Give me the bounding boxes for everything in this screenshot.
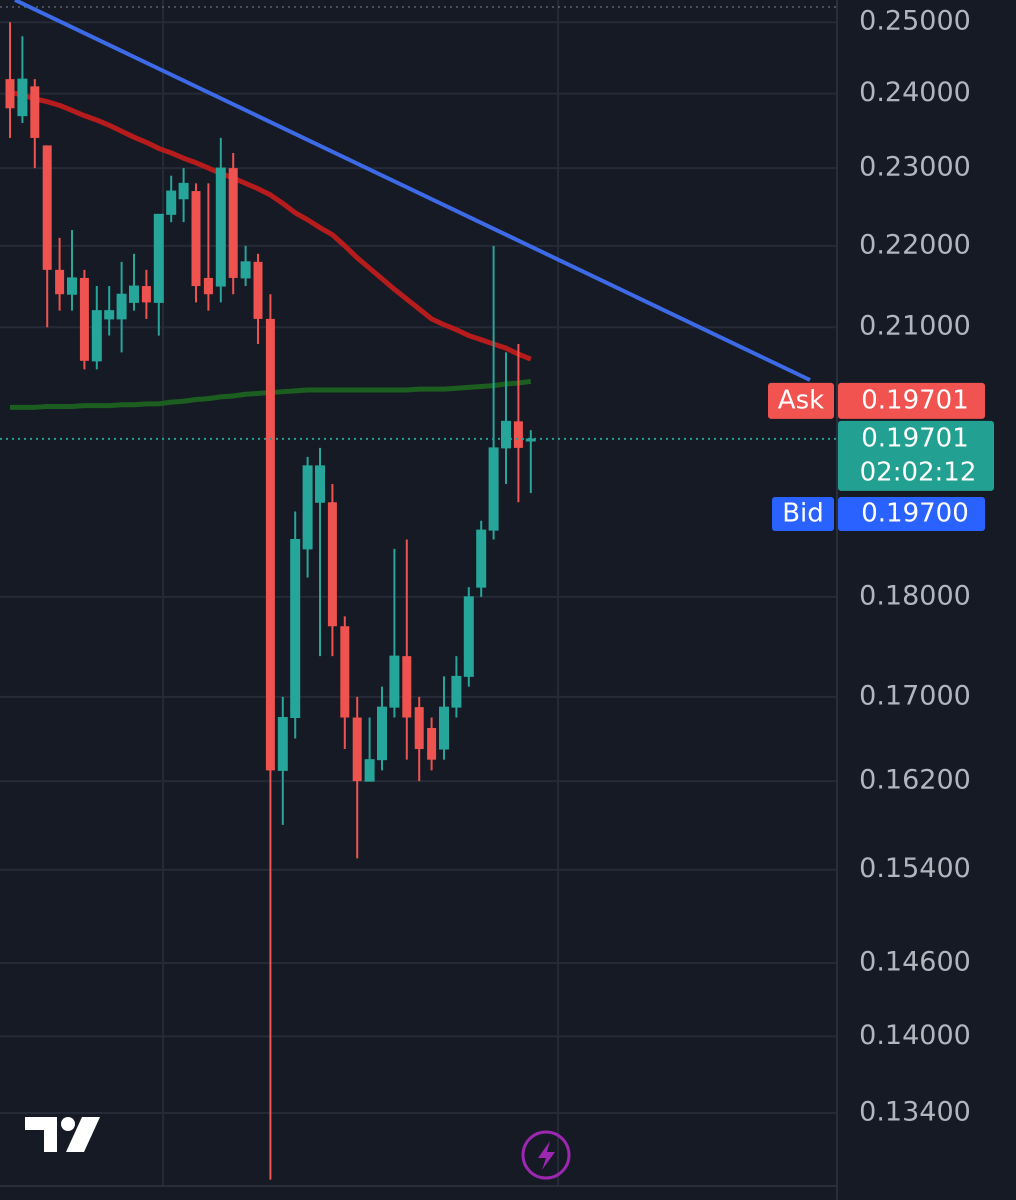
candle-body bbox=[240, 261, 251, 279]
candle-body bbox=[30, 86, 40, 138]
y-tick-label: 0.14000 bbox=[859, 1020, 971, 1051]
y-tick-label: 0.23000 bbox=[859, 152, 971, 183]
candle-body bbox=[153, 213, 164, 303]
ask-price: 0.19701 bbox=[861, 385, 969, 415]
candle-body bbox=[265, 318, 275, 771]
candle-body bbox=[451, 675, 462, 708]
candle-body bbox=[228, 168, 238, 278]
candle-body bbox=[42, 145, 52, 270]
candle-body bbox=[67, 277, 77, 295]
candle-body bbox=[402, 656, 412, 718]
y-tick-label: 0.18000 bbox=[859, 580, 971, 611]
y-tick-label: 0.25000 bbox=[859, 6, 971, 37]
moving-average-line bbox=[9, 89, 532, 362]
bid-name-box bbox=[772, 496, 834, 531]
candle-body bbox=[141, 286, 151, 303]
candle-body bbox=[327, 502, 337, 627]
candle-body bbox=[166, 190, 177, 215]
candle-body bbox=[389, 655, 400, 708]
y-tick-label: 0.16200 bbox=[859, 765, 971, 796]
candle-body bbox=[91, 310, 102, 362]
candle-body bbox=[277, 717, 288, 771]
candle-body bbox=[352, 717, 362, 782]
candle-body bbox=[476, 529, 487, 588]
candle-body bbox=[302, 465, 313, 550]
y-tick-label: 0.17000 bbox=[859, 680, 971, 711]
candle-body bbox=[17, 78, 28, 117]
y-tick-label: 0.15400 bbox=[859, 853, 971, 884]
bid-price: 0.19700 bbox=[861, 498, 969, 528]
bid-name: Bid bbox=[782, 498, 824, 528]
candle-body bbox=[253, 261, 263, 319]
y-tick-label: 0.14600 bbox=[859, 947, 971, 978]
candle-body bbox=[525, 438, 536, 442]
candle-body bbox=[203, 277, 213, 295]
candle-body bbox=[129, 285, 139, 303]
y-tick-label: 0.21000 bbox=[859, 311, 971, 342]
bid-price-box bbox=[838, 496, 985, 531]
candle-body bbox=[178, 182, 189, 200]
candle-body bbox=[116, 293, 127, 320]
countdown: 02:02:12 bbox=[860, 457, 977, 487]
trendline bbox=[14, 0, 811, 382]
ask-price-box bbox=[838, 382, 985, 419]
y-tick-label: 0.22000 bbox=[859, 229, 971, 260]
candle-body bbox=[364, 759, 375, 782]
ask-name-box bbox=[768, 382, 834, 419]
last-price-box bbox=[838, 420, 994, 491]
candle-body bbox=[315, 465, 325, 503]
lightning-button[interactable] bbox=[521, 1130, 571, 1180]
ask-name: Ask bbox=[778, 385, 824, 415]
candle-body bbox=[463, 596, 474, 677]
candle-body bbox=[191, 191, 201, 287]
candle-body bbox=[427, 727, 437, 760]
candle-body bbox=[55, 269, 65, 295]
y-tick-label: 0.24000 bbox=[859, 77, 971, 108]
candle-body bbox=[340, 626, 350, 718]
candle-body bbox=[439, 706, 449, 750]
candle-body bbox=[377, 706, 387, 761]
candle-body bbox=[513, 421, 523, 448]
candle-body bbox=[488, 447, 499, 531]
candle-body bbox=[414, 707, 424, 750]
candle-body bbox=[215, 167, 226, 287]
candle-body bbox=[5, 79, 15, 109]
candle-body bbox=[290, 538, 301, 719]
y-tick-label: 0.13400 bbox=[859, 1097, 971, 1128]
candle-body bbox=[501, 420, 511, 449]
last-price: 0.19701 bbox=[861, 423, 969, 453]
candle-body bbox=[104, 310, 115, 320]
candle-body bbox=[79, 277, 89, 361]
logo bbox=[25, 1117, 100, 1152]
